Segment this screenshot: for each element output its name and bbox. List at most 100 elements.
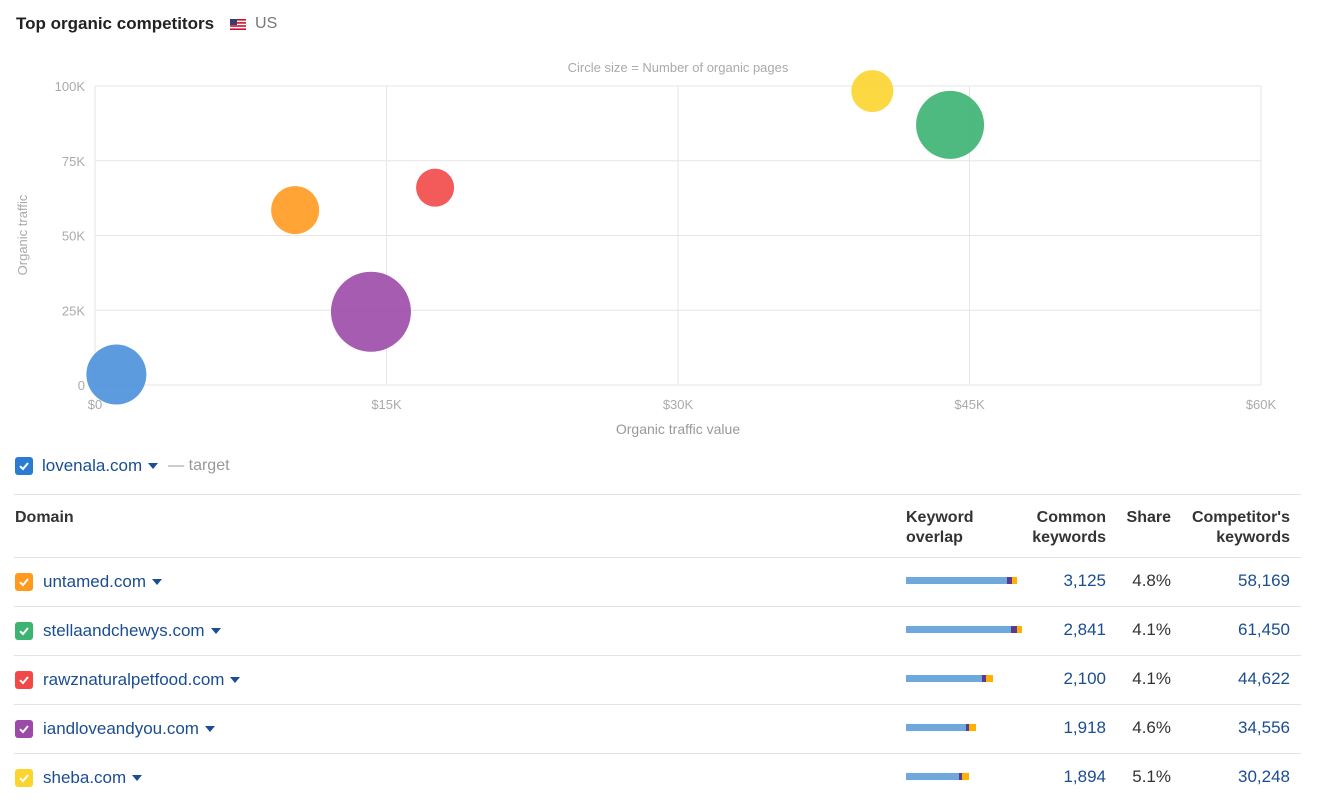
- chevron-down-icon[interactable]: [210, 628, 221, 634]
- domain-link[interactable]: stellaandchewys.com: [43, 621, 205, 640]
- overlap-bar-segment: [906, 577, 1007, 584]
- competitor-keywords-value[interactable]: 34,556: [1238, 718, 1290, 737]
- competitor-keywords-value[interactable]: 44,622: [1238, 669, 1290, 688]
- common-keywords-value[interactable]: 2,841: [1063, 620, 1106, 639]
- check-icon: [19, 725, 29, 734]
- y-axis-label: Organic traffic: [15, 194, 30, 275]
- overlap-bar-segment: [958, 773, 963, 780]
- overlap-bar-segment: [906, 773, 959, 780]
- y-tick-label: 50K: [62, 229, 85, 244]
- target-domain-link[interactable]: lovenala.com: [42, 456, 143, 475]
- share-value: 4.6%: [1132, 718, 1171, 737]
- y-tick-label: 75K: [62, 154, 85, 169]
- keyword-overlap-bar: [906, 773, 970, 780]
- chevron-down-icon[interactable]: [204, 726, 215, 732]
- competitor-keywords-value[interactable]: 61,450: [1238, 620, 1290, 639]
- chevron-down-icon[interactable]: [152, 579, 162, 585]
- competitor-keywords-value[interactable]: 58,169: [1238, 571, 1290, 590]
- table-header: Domain Keyword overlap Common keywords Sha…: [14, 495, 1301, 558]
- column-header-share[interactable]: Share: [1126, 509, 1171, 526]
- column-header-common-keywords[interactable]: Common keywords: [1032, 509, 1106, 546]
- overlap-bar-segment: [1012, 577, 1018, 584]
- domain-link[interactable]: rawznaturalpetfood.com: [43, 670, 225, 689]
- row-checkbox[interactable]: [15, 769, 33, 787]
- overlap-bar-segment: [906, 675, 983, 682]
- table-row: rawznaturalpetfood.com 2,100 4.1% 44,622: [14, 656, 1301, 705]
- check-icon: [19, 627, 29, 636]
- column-header-competitor-keywords[interactable]: Competitor's keywords: [1191, 509, 1290, 546]
- x-tick-label: $45K: [954, 397, 985, 412]
- page-title: Top organic competitors: [16, 14, 215, 33]
- competitor-keywords-value[interactable]: 30,248: [1238, 767, 1290, 786]
- x-axis-label: Organic traffic value: [616, 421, 740, 437]
- chevron-down-icon[interactable]: [148, 463, 159, 469]
- y-axis-ticks: 0 25K 50K 75K 100K: [55, 79, 86, 393]
- bubble-iandloveandyou-com: [330, 271, 411, 352]
- overlap-bar-segment: [1017, 626, 1022, 633]
- overlap-bar-segment: [985, 675, 993, 682]
- competitors-table: Domain Keyword overlap Common keywords Sha…: [14, 494, 1301, 802]
- x-tick-label: $0: [88, 397, 102, 412]
- share-value: 4.1%: [1132, 620, 1171, 639]
- column-header-keyword-overlap[interactable]: Keyword overlap: [906, 509, 974, 546]
- overlap-bar-segment: [962, 773, 970, 780]
- page-header: Top organic competitors US: [16, 12, 277, 36]
- check-icon: [19, 462, 29, 471]
- domain-cell: untamed.com: [15, 572, 162, 592]
- chevron-down-icon[interactable]: [230, 677, 241, 683]
- overlap-bar-segment: [965, 724, 970, 731]
- keyword-overlap-bar: [906, 675, 993, 682]
- chart-subtitle: Circle size = Number of organic pages: [568, 60, 789, 75]
- target-domain-row: lovenala.com — target: [15, 456, 230, 476]
- common-keywords-value[interactable]: 2,100: [1063, 669, 1106, 688]
- keyword-overlap-bar: [906, 724, 977, 731]
- share-value: 4.8%: [1132, 571, 1171, 590]
- row-checkbox[interactable]: [15, 720, 33, 738]
- keyword-overlap-bar: [906, 577, 1018, 584]
- share-value: 4.1%: [1132, 669, 1171, 688]
- y-tick-label: 0: [78, 378, 85, 393]
- column-header-domain[interactable]: Domain: [15, 509, 74, 526]
- row-checkbox[interactable]: [15, 573, 33, 591]
- domain-cell: stellaandchewys.com: [15, 621, 221, 641]
- overlap-bar-segment: [906, 724, 966, 731]
- overlap-bar-segment: [1011, 626, 1018, 633]
- x-tick-label: $15K: [371, 397, 402, 412]
- overlap-bar-segment: [1006, 577, 1013, 584]
- domain-cell: rawznaturalpetfood.com: [15, 670, 241, 690]
- check-icon: [19, 774, 29, 783]
- table-row: stellaandchewys.com 2,841 4.1% 61,450: [14, 607, 1301, 656]
- chart-bubbles: [86, 70, 985, 405]
- bubble-lovenala-com: [86, 344, 147, 405]
- bubble-rawznaturalpetfood-com: [416, 168, 455, 207]
- us-flag-icon: [230, 18, 247, 30]
- keyword-overlap-bar: [906, 626, 1022, 633]
- common-keywords-value[interactable]: 1,894: [1063, 767, 1106, 786]
- row-checkbox[interactable]: [15, 671, 33, 689]
- target-checkbox[interactable]: [15, 457, 33, 475]
- check-icon: [19, 676, 29, 685]
- common-keywords-value[interactable]: 1,918: [1063, 718, 1106, 737]
- domain-link[interactable]: untamed.com: [43, 572, 146, 591]
- table-row: sheba.com 1,894 5.1% 30,248: [14, 754, 1301, 802]
- chevron-down-icon[interactable]: [132, 775, 143, 781]
- domain-link[interactable]: sheba.com: [43, 768, 127, 787]
- competitors-bubble-chart: Circle size = Number of organic pages 0 2…: [15, 60, 1277, 437]
- check-icon: [19, 578, 29, 587]
- target-label: — target: [168, 457, 230, 474]
- x-axis-ticks: $0 $15K $30K $45K $60K: [88, 397, 1277, 412]
- bubble-stellaandchewys-com: [916, 90, 985, 159]
- overlap-bar-segment: [982, 675, 986, 682]
- row-checkbox[interactable]: [15, 622, 33, 640]
- overlap-bar-segment: [969, 724, 977, 731]
- y-tick-label: 100K: [55, 79, 86, 94]
- table-row: iandloveandyou.com 1,918 4.6% 34,556: [14, 705, 1301, 754]
- overlap-bar-segment: [906, 626, 1012, 633]
- domain-cell: sheba.com: [15, 768, 143, 788]
- common-keywords-value[interactable]: 3,125: [1063, 571, 1106, 590]
- table-body: untamed.com 3,125 4.8% 58,169 stellaandc…: [14, 558, 1301, 802]
- share-value: 5.1%: [1132, 767, 1171, 786]
- x-tick-label: $30K: [663, 397, 694, 412]
- x-tick-label: $60K: [1246, 397, 1277, 412]
- domain-link[interactable]: iandloveandyou.com: [43, 719, 199, 738]
